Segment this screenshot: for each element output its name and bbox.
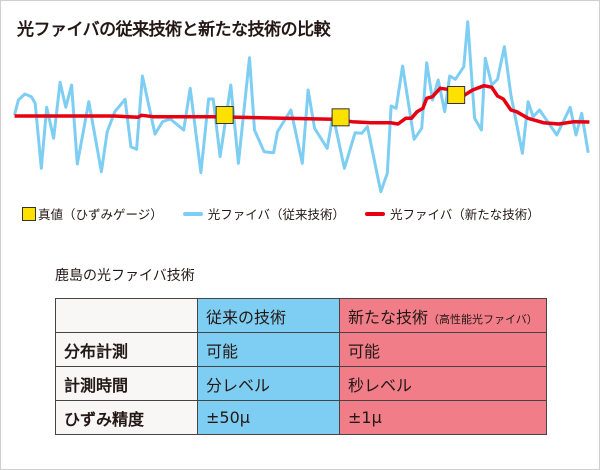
diagram-title: 光ファイバの従来技術と新たな技術の比較: [17, 20, 331, 40]
row-label: 分布計測: [55, 332, 198, 367]
red-line-icon: [365, 211, 386, 216]
table-header-row: 従来の技術 新たな技術（高性能光ファイバ）: [55, 298, 547, 333]
legend: 真値（ひずみゲージ） 光ファイバ（従来技術） 光ファイバ（新たな技術）: [22, 204, 560, 223]
new-tech-line: [14, 83, 590, 126]
true-value-marker: [331, 108, 350, 127]
yellow-square-icon: [22, 206, 36, 221]
row-label: 計測時間: [55, 366, 198, 401]
header-new: 新たな技術（高性能光ファイバ）: [339, 298, 547, 333]
row-label: ひずみ精度: [55, 400, 198, 435]
cell-conventional: ±50μ: [197, 400, 340, 435]
legend-new: 光ファイバ（新たな技術）: [365, 204, 540, 223]
header-new-note: （高性能光ファイバ）: [428, 312, 538, 326]
blue-line-icon: [182, 211, 203, 216]
cell-new: ±1μ: [339, 400, 547, 435]
comparison-table: 従来の技術 新たな技術（高性能光ファイバ） 分布計測 可能 可能 計測時間 分レ…: [55, 298, 547, 435]
legend-true-value: 真値（ひずみゲージ）: [22, 204, 163, 223]
legend-label: 真値（ひずみゲージ）: [38, 207, 163, 222]
true-value-marker: [215, 106, 234, 124]
cell-conventional: 可能: [197, 332, 340, 367]
legend-label: 光ファイバ（新たな技術）: [390, 207, 540, 222]
header-new-label: 新たな技術: [348, 307, 429, 327]
conventional-line: [13, 20, 590, 194]
table-row: 計測時間 分レベル 秒レベル: [55, 366, 547, 401]
header-conventional: 従来の技術: [197, 298, 340, 333]
comparison-chart: [13, 20, 590, 194]
legend-conventional: 光ファイバ（従来技術）: [182, 204, 346, 223]
header-empty: [55, 298, 198, 333]
true-value-marker: [447, 86, 466, 104]
table-row: 分布計測 可能 可能: [55, 332, 547, 367]
legend-label: 光ファイバ（従来技術）: [207, 207, 346, 222]
table-row: ひずみ精度 ±50μ ±1μ: [55, 400, 547, 435]
cell-new: 可能: [339, 332, 547, 367]
cell-new: 秒レベル: [339, 366, 547, 401]
cell-conventional: 分レベル: [197, 366, 340, 401]
table-title: 鹿島の光ファイバ技術: [55, 268, 195, 284]
